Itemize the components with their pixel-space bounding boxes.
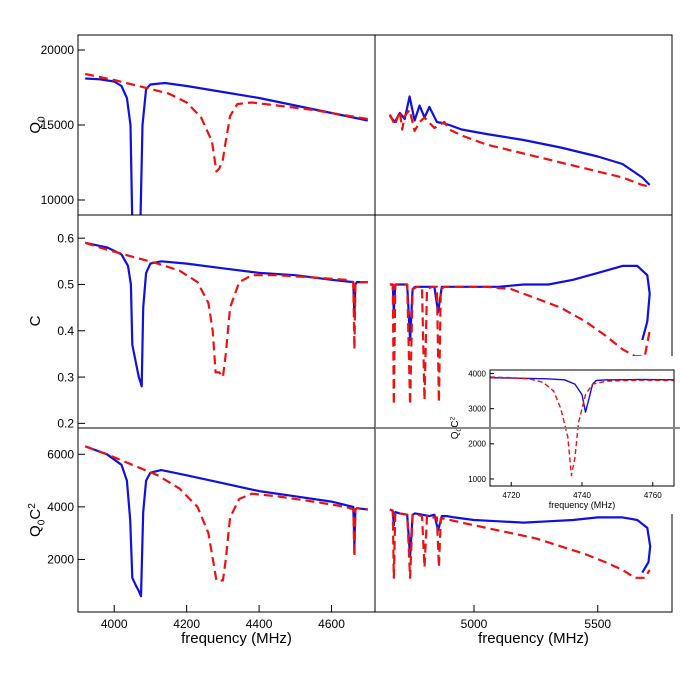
y-tick-label: 0.6 — [57, 231, 74, 245]
x-tick-label: 4400 — [246, 617, 273, 631]
series-line-blue-inset — [490, 377, 674, 413]
x-tick-label: 4200 — [173, 617, 200, 631]
x-tick-label: 5000 — [461, 617, 488, 631]
x-tick-label: 4000 — [101, 617, 128, 631]
y-tick-label: 0.2 — [57, 417, 74, 431]
y-tick-label: 15000 — [41, 118, 75, 132]
panel-mid-left: 0.2 0.3 0.4 0.5 0.6 C — [27, 214, 376, 431]
axes-frame-bottom-left — [77, 427, 376, 613]
panel-top-left: 10000 15000 20000 Q0 — [27, 34, 376, 216]
axes-frame-top-left — [77, 34, 376, 216]
y-tick-label: 6000 — [47, 447, 74, 461]
axes-frame-top-right — [374, 34, 673, 216]
series-line-red-top-right — [388, 108, 650, 188]
y-tick-label: 2000 — [468, 440, 486, 449]
x-tick-label: 4720 — [502, 491, 520, 500]
y-tick-label: 1000 — [468, 475, 486, 484]
y-tick-label: 10000 — [41, 193, 75, 207]
series-line-blue-bottom-right — [389, 508, 652, 574]
y-tick-label: 20000 — [41, 43, 75, 57]
x-tick-label: 4740 — [573, 491, 591, 500]
y-tick-label: 0.3 — [57, 370, 74, 384]
inset-background — [446, 356, 680, 514]
series-line-red-bottom-left — [84, 445, 368, 582]
y-tick-label: 4000 — [47, 500, 74, 514]
y-tick-label: 4000 — [468, 369, 486, 378]
x-axis-label: frequency (MHz) — [549, 500, 616, 510]
y-axis-label: Q0C2 — [27, 503, 48, 537]
panel-bottom-left: 2000 4000 6000 4000 4200 4400 4600 frequency (M… — [27, 427, 376, 647]
series-line-blue-top-left — [85, 77, 369, 215]
x-tick-label: 4760 — [644, 491, 662, 500]
y-tick-label: 0.5 — [57, 278, 74, 292]
series-line-blue-mid-right — [389, 264, 651, 342]
x-axis-label: frequency (MHz) — [478, 630, 589, 647]
y-axis-label: Q0C2 — [450, 416, 464, 439]
x-axis-label: frequency (MHz) — [181, 630, 292, 647]
y-tick-label: 0.4 — [57, 324, 74, 338]
y-axis-label: Q0 — [27, 116, 48, 134]
y-tick-label: 3000 — [468, 404, 486, 413]
series-line-blue-bottom-left — [84, 445, 368, 598]
series-line-red-bottom-right — [389, 508, 651, 579]
series-line-red-inset — [490, 376, 674, 477]
y-tick-label: 2000 — [47, 553, 74, 567]
series-line-blue-mid-left — [84, 241, 368, 388]
series-line-blue-top-right — [389, 95, 651, 186]
x-tick-label: 5500 — [584, 617, 611, 631]
panel-inset: 1000 2000 3000 4000 4720 4740 4760 frequency (M… — [446, 356, 680, 514]
panel-top-right — [374, 34, 673, 216]
y-axis-label: C — [27, 315, 44, 326]
series-line-red-mid-left — [84, 241, 368, 379]
axes-frame-mid-left — [77, 214, 376, 429]
x-tick-label: 4600 — [318, 617, 345, 631]
series-line-red-top-left — [84, 72, 368, 173]
